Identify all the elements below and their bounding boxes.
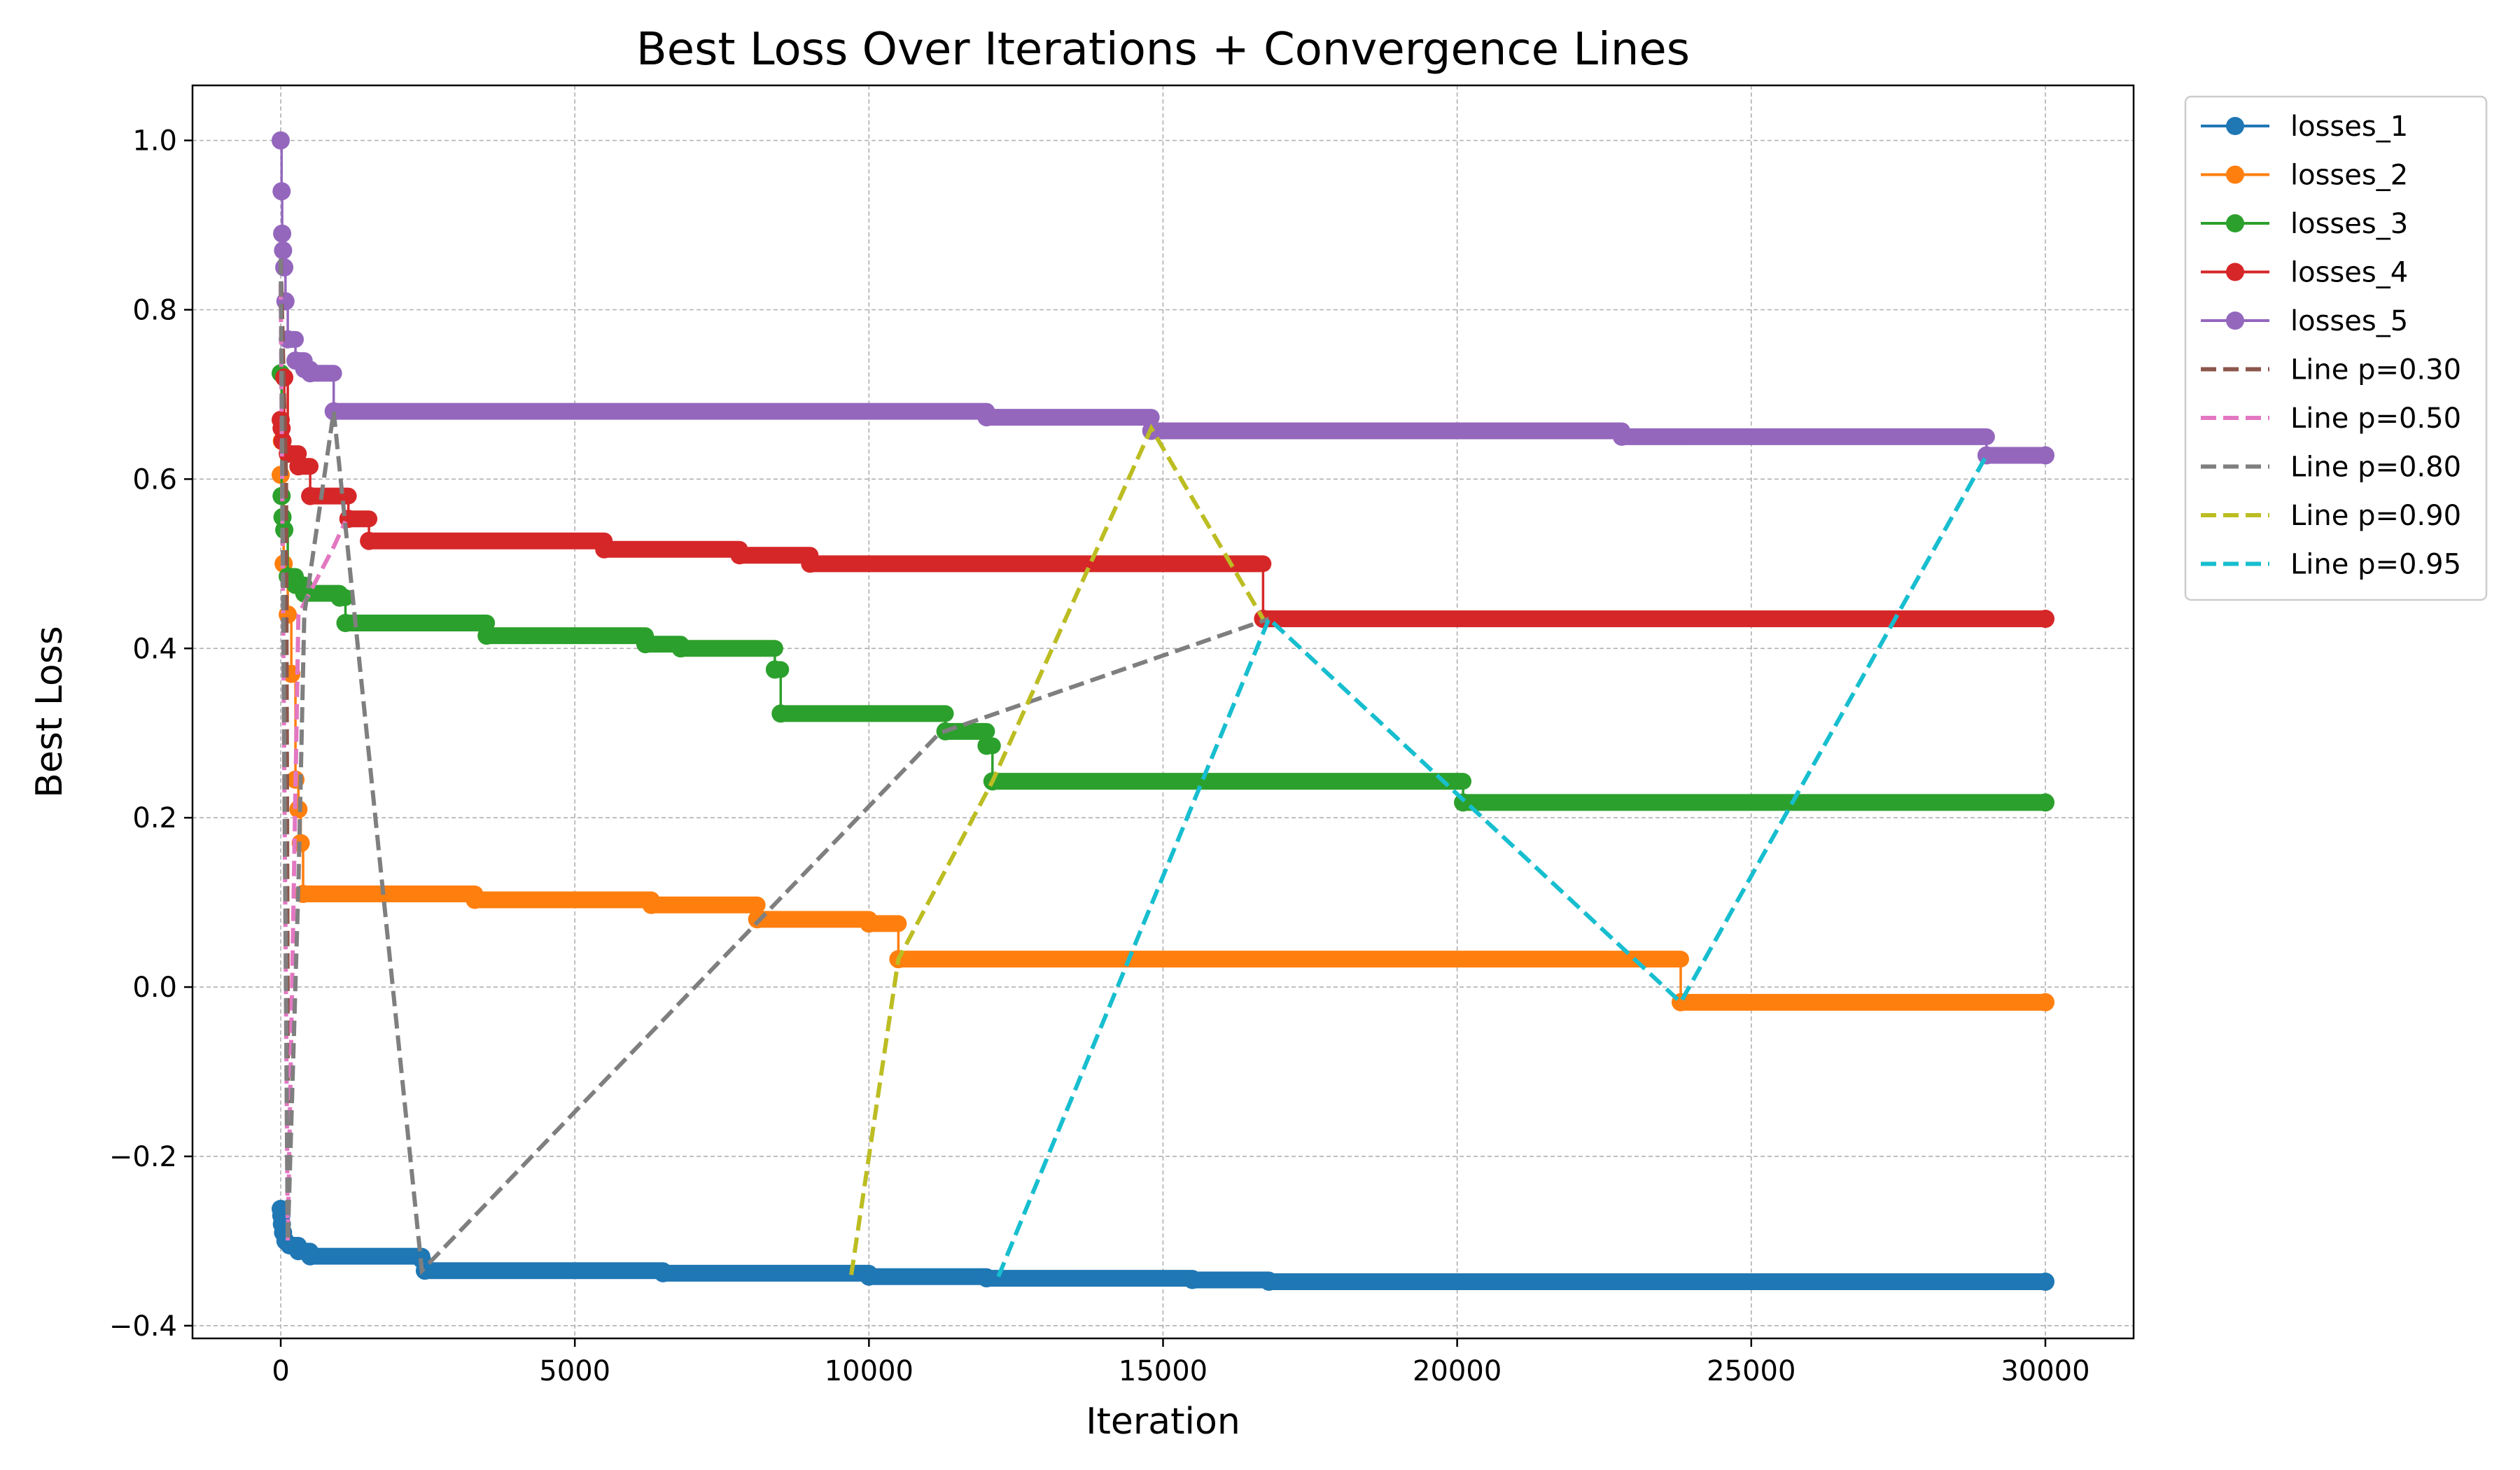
data-point — [654, 1264, 673, 1282]
y-tick-label: 0.8 — [132, 295, 177, 327]
data-point — [2036, 793, 2054, 812]
data-point — [771, 704, 790, 723]
data-point — [272, 182, 291, 201]
legend-marker — [2226, 165, 2244, 184]
data-point — [595, 540, 614, 559]
y-axis-label: Best Loss — [29, 626, 71, 798]
legend-label: Line p=0.95 — [2290, 549, 2461, 581]
y-tick-label: 0.4 — [132, 633, 177, 665]
legend-item: Line p=0.90 — [2201, 500, 2461, 532]
data-point — [336, 614, 355, 632]
x-axis: 0 5000 10000 15000 20000 25000 30000 — [272, 1338, 2090, 1387]
y-tick-label: 0.2 — [132, 802, 177, 834]
y-tick-label: 0.0 — [132, 972, 177, 1004]
data-point — [977, 736, 996, 755]
data-point — [2036, 610, 2054, 628]
data-point — [330, 588, 349, 607]
x-tick-label: 15000 — [1119, 1355, 1208, 1387]
data-point — [465, 890, 484, 909]
data-point — [801, 554, 820, 573]
data-point — [301, 1247, 320, 1266]
data-point — [477, 626, 496, 645]
series-line — [996, 454, 1989, 1278]
x-tick-label: 5000 — [539, 1355, 610, 1387]
data-point — [415, 1261, 434, 1280]
data-point — [1183, 1270, 1202, 1289]
data-point — [730, 546, 749, 565]
data-point — [2036, 1273, 2054, 1291]
data-point — [1977, 446, 1996, 465]
legend-label: losses_5 — [2290, 305, 2408, 337]
legend-item: losses_3 — [2201, 208, 2408, 240]
legend-item: Line p=0.50 — [2201, 402, 2461, 435]
series-losses-5 — [272, 131, 2054, 465]
data-point — [977, 408, 996, 427]
data-point — [360, 531, 379, 550]
data-point — [274, 241, 293, 260]
legend-item: Line p=0.30 — [2201, 354, 2461, 386]
series-losses-4 — [272, 368, 2054, 628]
data-point — [765, 660, 784, 679]
data-point — [1259, 1273, 1278, 1291]
data-point — [860, 1267, 878, 1286]
x-tick-label: 25000 — [1707, 1355, 1795, 1387]
series-line — [849, 424, 1265, 1275]
y-tick-label: −0.4 — [109, 1310, 177, 1343]
legend-item: losses_4 — [2201, 257, 2408, 289]
data-point — [301, 486, 320, 505]
x-tick-label: 20000 — [1413, 1355, 1502, 1387]
legend-label: Line p=0.80 — [2290, 451, 2461, 484]
data-point — [2036, 993, 2054, 1011]
data-point — [636, 635, 654, 654]
x-tick-label: 10000 — [825, 1355, 913, 1387]
y-tick-label: 1.0 — [132, 125, 177, 158]
series-line — [279, 258, 1270, 1275]
plot-series — [272, 131, 2054, 1291]
legend-label: losses_4 — [2290, 257, 2408, 289]
legend-label: losses_2 — [2290, 160, 2408, 192]
legend-label: Line p=0.90 — [2290, 500, 2461, 532]
series-line-p-0-80 — [279, 258, 1270, 1275]
data-point — [301, 364, 320, 383]
x-tick-label: 30000 — [2001, 1355, 2090, 1387]
x-axis-label: Iteration — [1086, 1401, 1240, 1443]
grid — [192, 85, 2134, 1338]
y-tick-label: −0.2 — [109, 1141, 177, 1173]
y-axis: −0.4 −0.2 0.0 0.2 0.4 0.6 0.8 1.0 — [109, 125, 192, 1343]
data-point — [977, 1269, 996, 1288]
legend-item: losses_2 — [2201, 160, 2408, 192]
legend-label: losses_1 — [2290, 111, 2408, 143]
data-point — [860, 914, 878, 933]
series-losses-2 — [272, 432, 2054, 1011]
series-line — [280, 440, 2045, 1004]
legend-marker — [2226, 262, 2244, 281]
y-tick-label: 0.6 — [132, 463, 177, 496]
chart-title: Best Loss Over Iterations + Convergence … — [636, 24, 1690, 76]
data-point — [324, 402, 343, 421]
data-point — [671, 639, 690, 658]
data-point — [2036, 446, 2054, 465]
data-point — [272, 131, 290, 150]
legend-item: losses_5 — [2201, 305, 2408, 337]
legend-item: Line p=0.95 — [2201, 549, 2461, 581]
legend: losses_1 losses_2 losses_3 losses_4 losses_5… — [2184, 95, 2488, 601]
legend-label: Line p=0.30 — [2290, 354, 2461, 386]
series-losses-1 — [272, 1200, 2054, 1291]
series-line-p-0-90 — [849, 424, 1265, 1275]
data-point — [273, 224, 292, 243]
legend-marker — [2226, 214, 2244, 232]
data-point — [642, 895, 661, 914]
legend-label: losses_3 — [2290, 208, 2408, 240]
legend-marker — [2226, 312, 2244, 330]
legend-label: Line p=0.50 — [2290, 402, 2461, 435]
series-line-p-0-95 — [996, 454, 1989, 1278]
legend-marker — [2226, 117, 2244, 135]
data-point — [1612, 427, 1631, 446]
legend-item: Line p=0.80 — [2201, 451, 2461, 484]
data-point — [289, 457, 308, 476]
data-point — [275, 258, 294, 276]
x-tick-label: 0 — [272, 1355, 289, 1387]
legend-item: losses_1 — [2201, 111, 2408, 143]
